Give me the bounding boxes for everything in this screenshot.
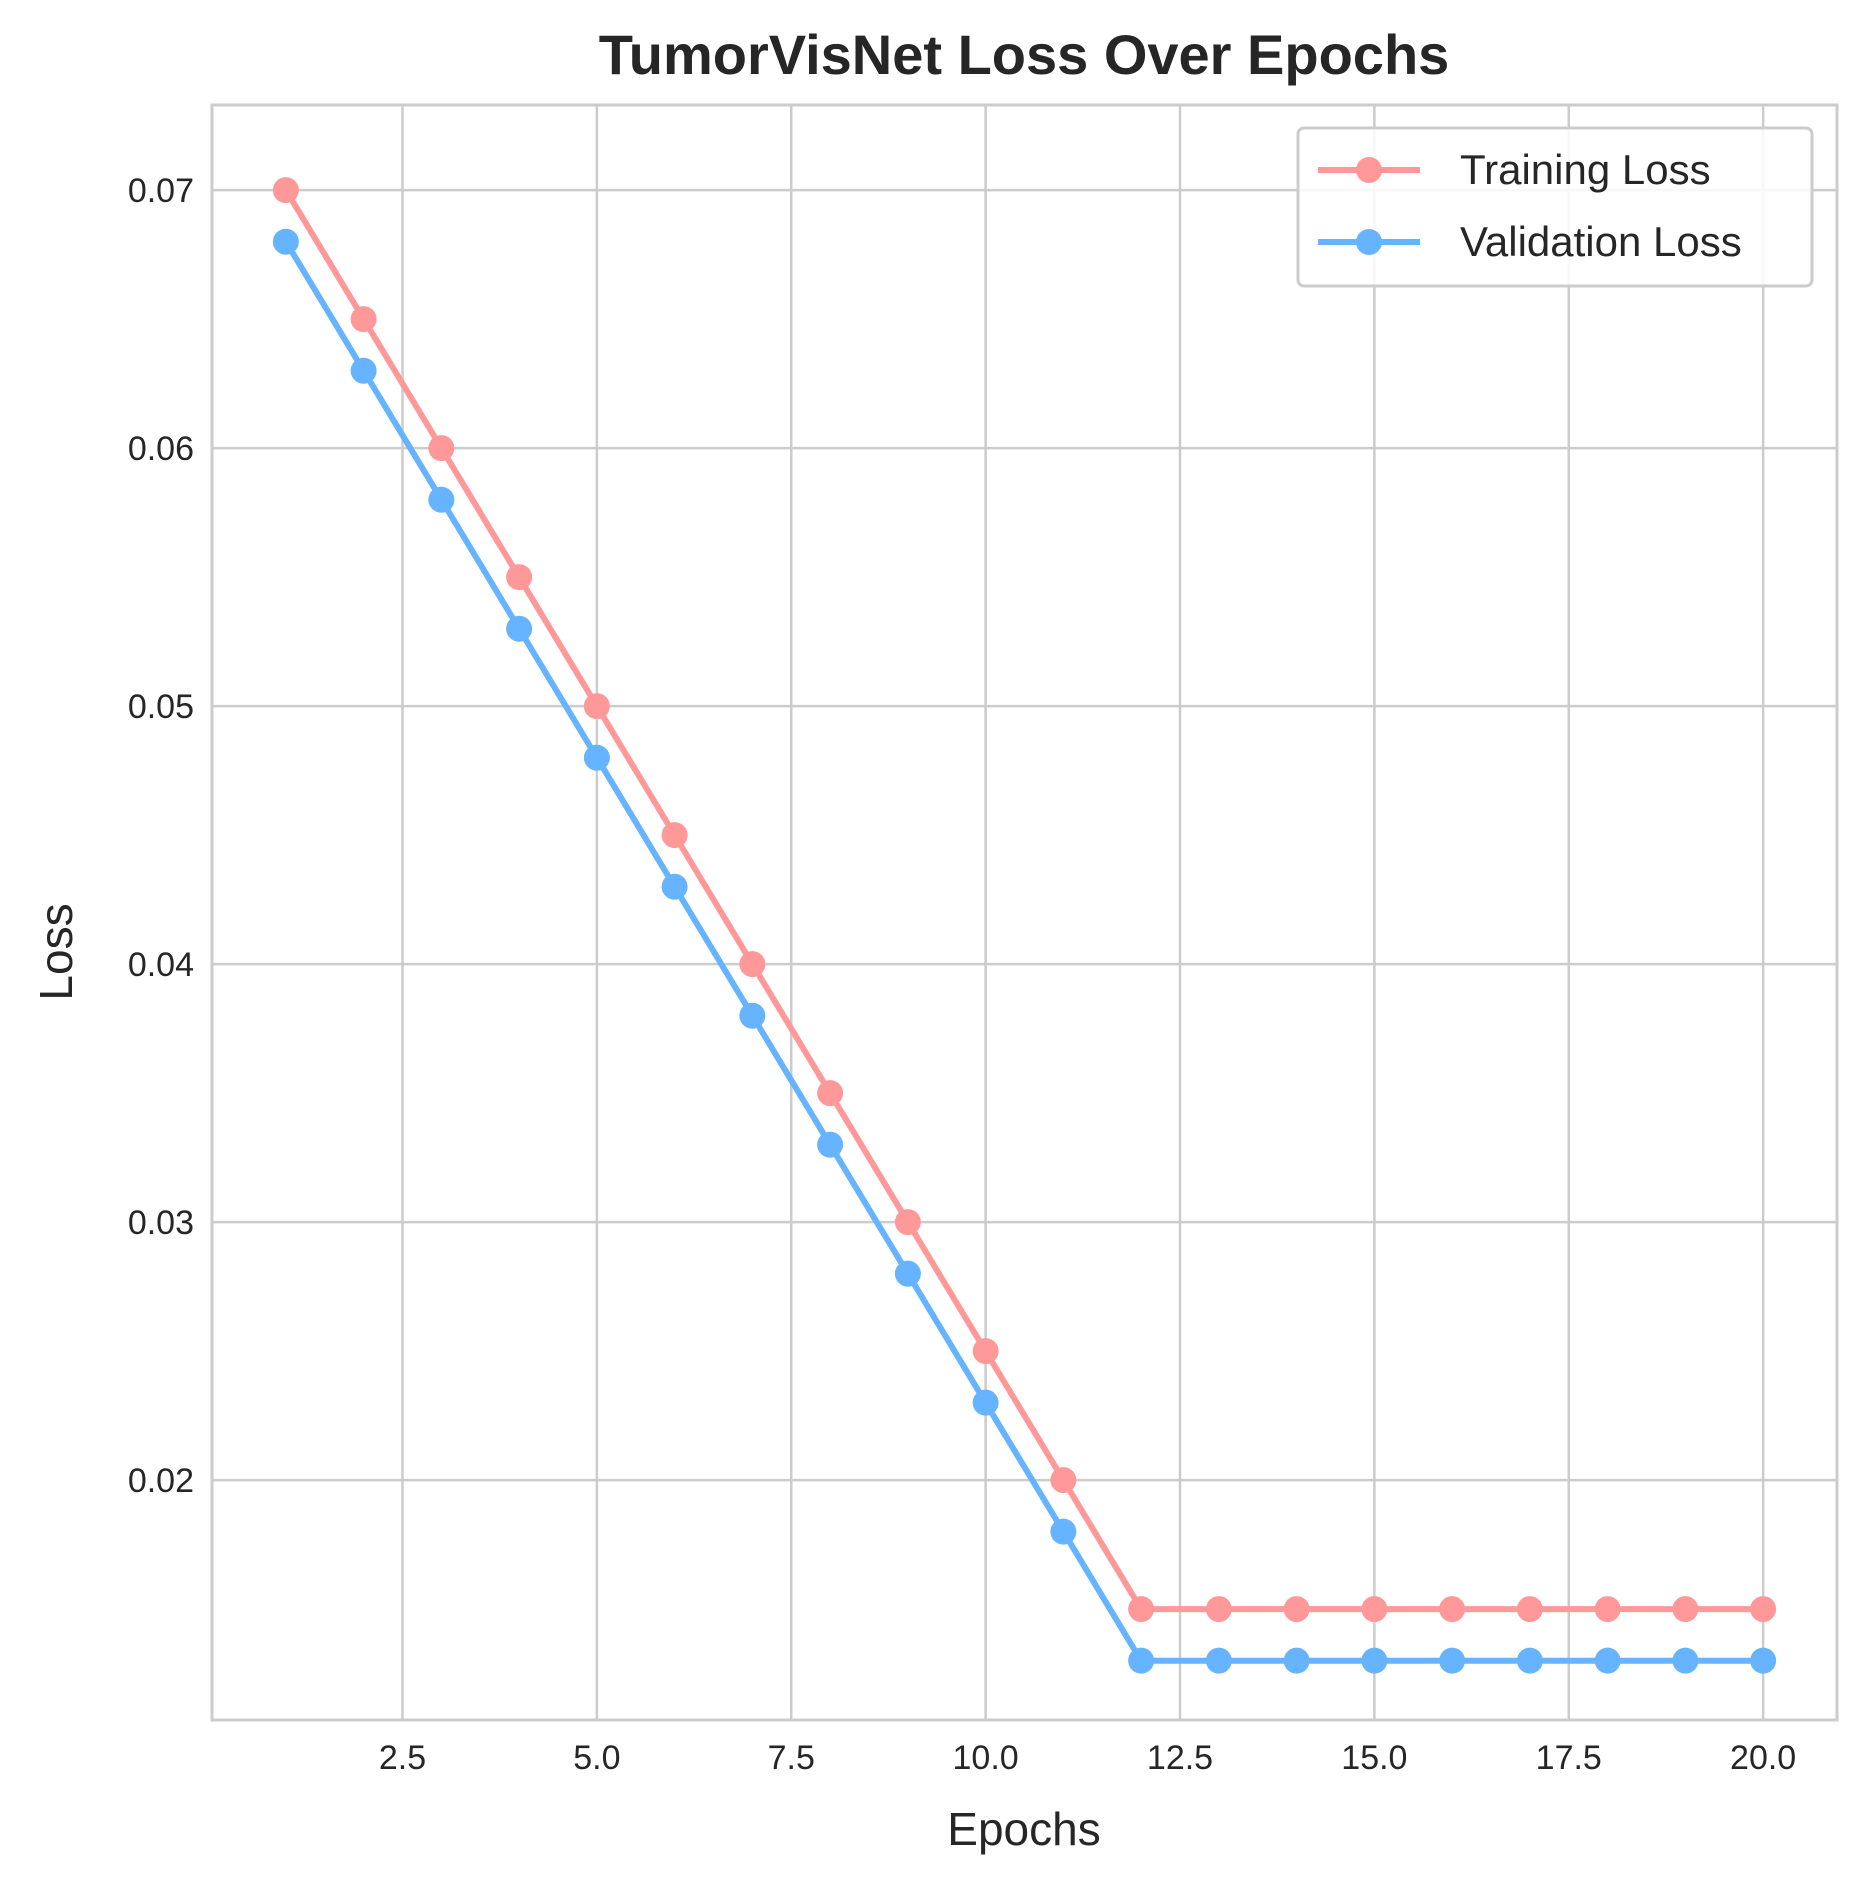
data-point	[661, 822, 688, 849]
data-point	[972, 1338, 999, 1365]
grid-lines	[212, 105, 1837, 1720]
data-point	[1516, 1596, 1543, 1623]
x-tick-label: 7.5	[768, 1739, 815, 1777]
data-point	[817, 1080, 844, 1107]
data-point	[428, 486, 455, 513]
y-tick-label: 0.03	[128, 1204, 194, 1242]
x-tick-label: 15.0	[1341, 1739, 1407, 1777]
x-tick-label: 5.0	[573, 1739, 620, 1777]
data-point	[894, 1260, 921, 1287]
data-point	[1361, 1647, 1388, 1674]
series-lines	[272, 177, 1777, 1674]
plot-frame	[210, 103, 1839, 1722]
data-point	[583, 693, 610, 720]
data-point	[739, 951, 766, 978]
data-point	[350, 306, 377, 333]
data-point	[350, 357, 377, 384]
data-point	[1672, 1647, 1699, 1674]
legend-box	[1296, 126, 1814, 288]
y-tick-label: 0.05	[128, 688, 194, 726]
data-point	[661, 873, 688, 900]
legend-label: Validation Loss	[1460, 218, 1742, 265]
series-validation-loss	[272, 228, 1777, 1674]
series-training-loss	[272, 177, 1777, 1623]
data-point	[1594, 1596, 1621, 1623]
data-point	[1361, 1596, 1388, 1623]
legend-label: Training Loss	[1460, 146, 1711, 193]
chart-title: TumorVisNet Loss Over Epochs	[599, 23, 1450, 86]
data-point	[1128, 1596, 1155, 1623]
data-point	[1750, 1647, 1777, 1674]
data-point	[1750, 1596, 1777, 1623]
y-tick-label: 0.06	[128, 430, 194, 468]
data-point	[972, 1389, 999, 1416]
data-point	[583, 744, 610, 771]
data-point	[1516, 1647, 1543, 1674]
tick-labels: 2.5 5.0 7.5 10.0 12.5 15.0 17.5 20.0 0.02 0.03 0.0…	[128, 172, 1796, 1777]
legend-swatch-marker	[1356, 229, 1382, 255]
y-tick-label: 0.04	[128, 946, 194, 984]
data-point	[1283, 1596, 1310, 1623]
x-axis-label: Epochs	[947, 1803, 1100, 1855]
y-axis-label: Loss	[30, 903, 82, 1000]
x-tick-label: 20.0	[1730, 1739, 1796, 1777]
data-point	[1205, 1647, 1232, 1674]
data-point	[1283, 1647, 1310, 1674]
x-tick-label: 2.5	[379, 1739, 426, 1777]
legend-swatch-marker	[1356, 157, 1382, 183]
data-point	[1050, 1518, 1077, 1545]
data-point	[428, 435, 455, 462]
data-point	[894, 1209, 921, 1236]
data-point	[817, 1131, 844, 1158]
data-point	[506, 564, 533, 591]
data-point	[1050, 1467, 1077, 1494]
data-point	[272, 177, 299, 204]
data-point	[1205, 1596, 1232, 1623]
data-point	[739, 1002, 766, 1029]
x-tick-label: 10.0	[953, 1739, 1019, 1777]
y-tick-label: 0.02	[128, 1462, 194, 1500]
data-point	[1128, 1647, 1155, 1674]
plot-border	[210, 103, 1839, 1722]
data-point	[506, 615, 533, 642]
legend-item: Training Loss	[1318, 146, 1711, 193]
legend: Training Loss Validation Loss	[1296, 126, 1814, 288]
data-point	[1439, 1596, 1466, 1623]
data-point	[1594, 1647, 1621, 1674]
legend-item: Validation Loss	[1318, 218, 1742, 265]
y-tick-label: 0.07	[128, 172, 194, 210]
data-point	[1439, 1647, 1466, 1674]
x-tick-label: 17.5	[1536, 1739, 1602, 1777]
x-tick-label: 12.5	[1147, 1739, 1213, 1777]
data-point	[272, 228, 299, 255]
data-point	[1672, 1596, 1699, 1623]
